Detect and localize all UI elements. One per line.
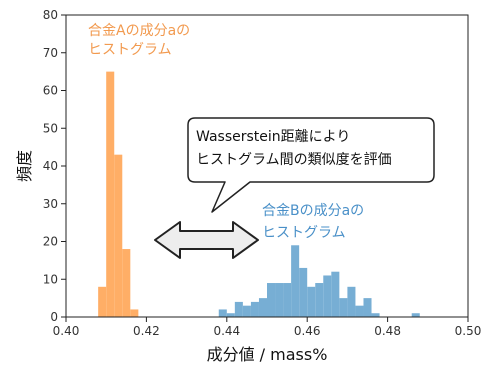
- annotation-alloy-a-line1: 合金Aの成分aの: [88, 23, 190, 39]
- callout-text-line1: Wasserstein距離により: [196, 128, 350, 145]
- histogram-bar-series1-5: [130, 309, 139, 317]
- y-tick-label: 80: [43, 8, 58, 22]
- histogram-bar-series2-1: [218, 309, 227, 317]
- histogram-bar-series2-16: [339, 298, 348, 317]
- y-tick-label: 10: [43, 272, 58, 286]
- histogram-bar-series2-8: [275, 283, 284, 317]
- y-tick-label: 60: [43, 84, 58, 98]
- y-tick-label: 0: [50, 310, 58, 324]
- histogram-bar-series2-25: [411, 313, 420, 317]
- histogram-bar-series2-13: [315, 283, 324, 317]
- histogram-bar-series2-17: [347, 286, 356, 317]
- histogram-bar-series2-7: [267, 283, 276, 317]
- callout-text-line2: ヒストグラム間の類似度を評価: [196, 152, 392, 168]
- histogram-bar-series2-3: [234, 301, 243, 317]
- histogram-bar-series2-11: [299, 267, 308, 317]
- x-tick-label: 0.50: [455, 324, 482, 338]
- x-tick-label: 0.40: [53, 324, 80, 338]
- x-tick-label: 0.42: [133, 324, 160, 338]
- histogram-bar-series1-1: [98, 286, 107, 317]
- y-tick-label: 20: [43, 235, 58, 249]
- histogram-bar-series2-19: [363, 298, 372, 317]
- y-tick-label: 70: [43, 46, 58, 60]
- histogram-bar-series2-12: [307, 286, 316, 317]
- histogram-bar-series2-20: [371, 313, 380, 317]
- x-axis-label: 成分値 / mass%: [207, 345, 328, 364]
- histogram-bar-series1-3: [114, 154, 123, 317]
- histogram-bar-series2-2: [226, 313, 235, 317]
- y-tick-label: 40: [43, 159, 58, 173]
- histogram-bar-series2-9: [283, 283, 292, 317]
- axes: 0.40 0.42 0.44 0.46 0.48 0.50 0 10 20 30 40 50 60 70 8…: [15, 8, 481, 364]
- annotation-alloy-b-line2: ヒストグラム: [262, 225, 346, 241]
- x-tick-label: 0.48: [374, 324, 401, 338]
- histogram-bar-series2-15: [331, 271, 340, 317]
- histogram-bar-series2-14: [323, 275, 332, 317]
- x-tick-label: 0.46: [294, 324, 321, 338]
- y-tick-label: 30: [43, 197, 58, 211]
- histogram-bars: [98, 71, 420, 317]
- x-tick-label: 0.44: [213, 324, 240, 338]
- y-tick-label: 50: [43, 121, 58, 135]
- callout-bubble: [187, 117, 435, 213]
- annotation-alloy-b-line1: 合金Bの成分aの: [262, 203, 364, 219]
- histogram-bar-series1-2: [106, 71, 115, 317]
- y-axis-label: 頻度: [15, 150, 34, 182]
- double-arrow-icon: [154, 221, 259, 259]
- annotation-alloy-a-line2: ヒストグラム: [88, 42, 172, 58]
- histogram-bar-series2-18: [355, 305, 364, 317]
- histogram-bar-series2-5: [250, 301, 259, 317]
- histogram-bar-series2-6: [258, 298, 267, 317]
- histogram-bar-series1-4: [122, 249, 131, 317]
- histogram-bar-series2-4: [242, 305, 251, 317]
- histogram-bar-series2-10: [291, 245, 300, 317]
